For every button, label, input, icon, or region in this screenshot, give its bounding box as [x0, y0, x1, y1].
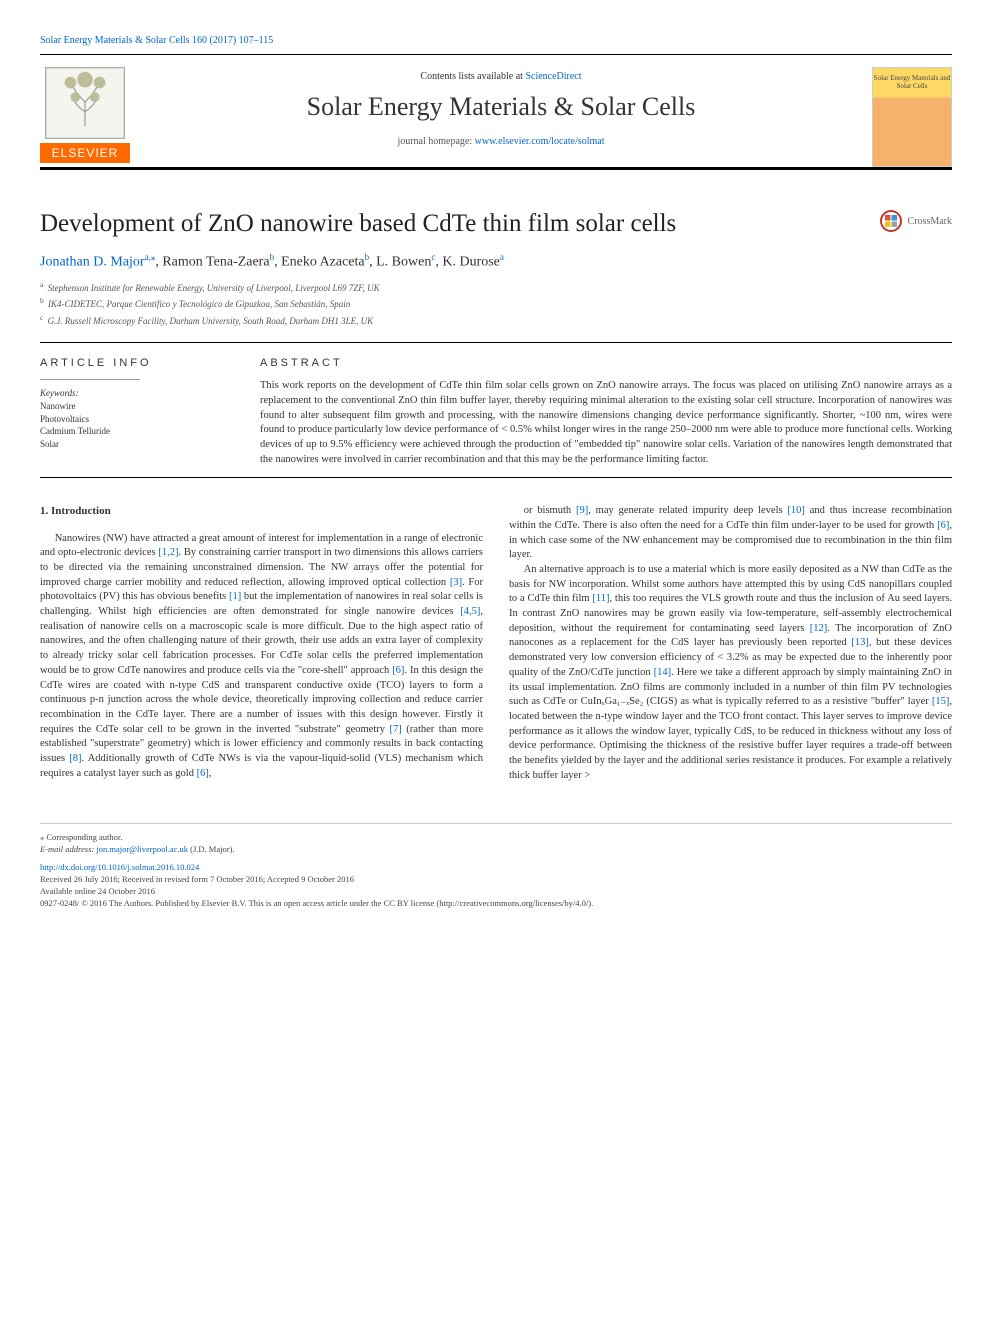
header-citation-link[interactable]: Solar Energy Materials & Solar Cells 160…	[40, 35, 273, 46]
paper-title: Development of ZnO nanowire based CdTe t…	[40, 210, 800, 238]
affiliation-c: G.J. Russell Microscopy Facility, Durham…	[48, 316, 374, 326]
author-1-sup: a,⁎	[145, 252, 156, 262]
abstract-column: ABSTRACT This work reports on the develo…	[260, 357, 952, 467]
affiliations: a Stephenson Institute for Renewable Ene…	[40, 279, 952, 329]
author-3: , Eneko Azaceta	[274, 255, 365, 270]
section-1-title: 1. Introduction	[40, 504, 483, 519]
author-1[interactable]: Jonathan D. Major	[40, 255, 145, 270]
body-paragraph: Nanowires (NW) have attracted a great am…	[40, 532, 483, 782]
crossmark-badge[interactable]: CrossMark	[880, 210, 952, 232]
email-label: E-mail address:	[40, 844, 96, 854]
article-info-heading: ARTICLE INFO	[40, 357, 230, 369]
keywords-label: Keywords:	[40, 388, 230, 398]
received-line: Received 26 July 2016; Received in revis…	[40, 874, 952, 886]
email-link[interactable]: jon.major@liverpool.ac.uk	[96, 844, 188, 854]
rule-top	[40, 342, 952, 343]
journal-cover-thumb[interactable]: Solar Energy Materials and Solar Cells	[872, 67, 952, 167]
email-suffix: (J.D. Major).	[188, 844, 235, 854]
homepage-link[interactable]: www.elsevier.com/locate/solmat	[475, 136, 605, 147]
crossmark-label: CrossMark	[908, 216, 952, 227]
title-block: CrossMark Development of ZnO nanowire ba…	[40, 210, 952, 328]
doi-link[interactable]: http://dx.doi.org/10.1016/j.solmat.2016.…	[40, 862, 199, 872]
keyword: Cadmium Telluride	[40, 425, 230, 438]
elsevier-logo[interactable]: ELSEVIER	[40, 67, 130, 167]
available-line: Available online 24 October 2016	[40, 886, 952, 898]
author-list: Jonathan D. Majora,⁎, Ramon Tena-Zaerab,…	[40, 252, 952, 271]
abstract-heading: ABSTRACT	[260, 357, 952, 369]
keyword: Photovoltaics	[40, 413, 230, 426]
info-abstract-row: ARTICLE INFO Keywords: Nanowire Photovol…	[40, 357, 952, 467]
banner-underline	[40, 168, 952, 170]
elsevier-wordmark: ELSEVIER	[40, 143, 130, 163]
homepage-line: journal homepage: www.elsevier.com/locat…	[144, 136, 858, 147]
affiliation-a: Stephenson Institute for Renewable Energ…	[48, 283, 380, 293]
author-2: , Ramon Tena-Zaera	[155, 255, 269, 270]
author-4: , L. Bowen	[369, 255, 431, 270]
affiliation-b: IK4-CIDETEC, Parque Científico y Tecnoló…	[48, 299, 350, 309]
crossmark-icon	[880, 210, 902, 232]
author-5: , K. Durose	[435, 255, 500, 270]
body-paragraph: An alternative approach is to use a mate…	[509, 563, 952, 783]
keyword: Solar	[40, 438, 230, 451]
contents-line: Contents lists available at ScienceDirec…	[144, 71, 858, 82]
body-paragraph: or bismuth [9], may generate related imp…	[509, 504, 952, 563]
keyword: Nanowire	[40, 400, 230, 413]
body-two-column: 1. Introduction Nanowires (NW) have attr…	[40, 504, 952, 783]
contents-prefix: Contents lists available at	[420, 71, 525, 82]
homepage-prefix: journal homepage:	[397, 136, 474, 147]
author-5-sup: a	[500, 252, 504, 262]
rule-bottom	[40, 477, 952, 478]
corresponding-author: ⁎ Corresponding author.	[40, 832, 952, 844]
banner-center: Contents lists available at ScienceDirec…	[144, 67, 858, 147]
journal-banner: ELSEVIER Contents lists available at Sci…	[40, 54, 952, 168]
journal-name: Solar Energy Materials & Solar Cells	[144, 92, 858, 122]
elsevier-tree-icon	[45, 67, 125, 139]
copyright-line: 0927-0248/ © 2016 The Authors. Published…	[40, 898, 952, 910]
sciencedirect-link[interactable]: ScienceDirect	[525, 71, 581, 82]
article-info: ARTICLE INFO Keywords: Nanowire Photovol…	[40, 357, 230, 467]
keywords-list: Nanowire Photovoltaics Cadmium Telluride…	[40, 400, 230, 450]
abstract-text: This work reports on the development of …	[260, 379, 952, 467]
footer-block: ⁎ Corresponding author. E-mail address: …	[40, 823, 952, 909]
